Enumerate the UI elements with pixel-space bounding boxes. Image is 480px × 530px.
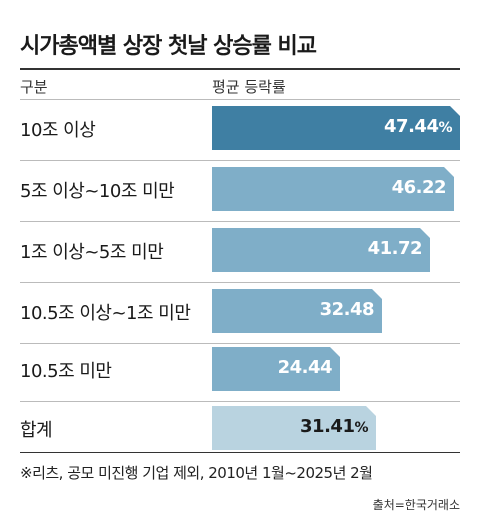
title-rule <box>20 68 460 70</box>
bottom-rule <box>20 452 460 453</box>
category-label: 5조 이상~10조 미만 <box>20 181 175 202</box>
column-header-value: 평균 등락률 <box>212 78 286 96</box>
bar-value: 46.22 <box>391 177 447 198</box>
value-label: 47.44 <box>384 116 439 137</box>
bar-value: 47.44% <box>384 116 452 137</box>
chart-title: 시가총액별 상장 첫날 상승률 비교 <box>20 34 317 59</box>
header-rule <box>20 99 460 100</box>
unit-label: % <box>354 420 368 436</box>
row-rule <box>20 282 460 283</box>
category-label: 1조 이상~5조 미만 <box>20 242 164 263</box>
row-rule <box>20 221 460 222</box>
value-label: 32.48 <box>319 299 375 320</box>
source-credit: 출처=한국거래소 <box>372 498 460 512</box>
column-header-category: 구분 <box>20 78 48 96</box>
bar-value: 24.44 <box>277 357 333 378</box>
row-rule <box>20 160 460 161</box>
footnote: ※리츠, 공모 미진행 기업 제외, 2010년 1월~2025년 2월 <box>20 464 373 482</box>
bar-total <box>212 406 376 450</box>
bar <box>212 228 430 272</box>
bar <box>212 347 340 391</box>
bar <box>212 106 460 150</box>
category-label: 10.5조 이상~1조 미만 <box>20 303 191 324</box>
category-label: 10.5조 미만 <box>20 361 112 382</box>
row-rule <box>20 343 460 344</box>
bar-value: 32.48 <box>319 299 375 320</box>
bar <box>212 289 382 333</box>
bar-value: 41.72 <box>367 238 423 259</box>
bar-value: 31.41% <box>300 416 368 437</box>
unit-label: % <box>438 120 452 136</box>
value-label: 41.72 <box>367 238 423 259</box>
row-rule <box>20 401 460 402</box>
category-label: 합계 <box>20 420 53 441</box>
value-label: 31.41 <box>300 416 355 437</box>
value-label: 46.22 <box>391 177 447 198</box>
value-label: 24.44 <box>277 357 333 378</box>
bar <box>212 167 454 211</box>
category-label: 10조 이상 <box>20 120 96 141</box>
